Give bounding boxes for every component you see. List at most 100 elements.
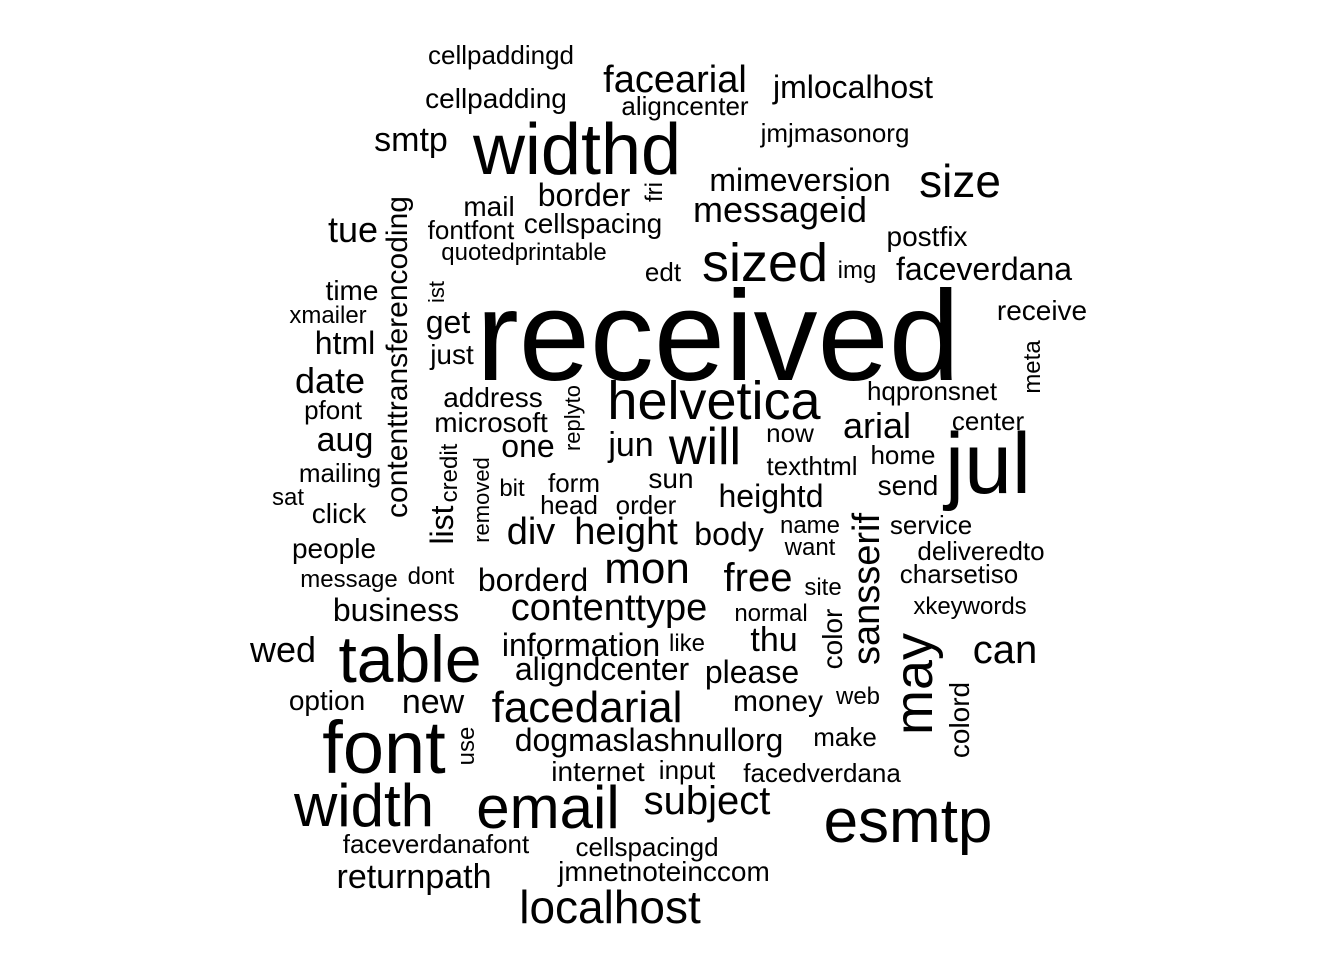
word-charsetiso: charsetiso xyxy=(899,559,1019,589)
word-smtp: smtp xyxy=(374,121,448,159)
word-time: time xyxy=(325,275,379,306)
word-please: please xyxy=(704,654,800,690)
word-img: img xyxy=(837,257,877,284)
word-div: div xyxy=(506,511,556,553)
word-want: want xyxy=(784,534,836,561)
word-use: use xyxy=(453,726,480,766)
word-deliveredto: deliveredto xyxy=(917,536,1045,566)
word-receive: receive xyxy=(996,295,1088,326)
word-returnpath: returnpath xyxy=(336,858,492,896)
word-xkeywords: xkeywords xyxy=(913,593,1027,620)
word-send: send xyxy=(877,470,939,501)
word-jmnetnoteinccom: jmnetnoteinccom xyxy=(558,856,770,887)
word-dont: dont xyxy=(407,563,455,590)
word-thu: thu xyxy=(750,621,798,659)
word-fri: fri xyxy=(641,182,668,202)
word-order: order xyxy=(615,490,677,520)
word-jun: jun xyxy=(608,426,654,464)
word-input: input xyxy=(658,755,716,785)
word-table: table xyxy=(338,622,482,696)
word-contenttransferencoding: contenttransferencoding xyxy=(381,196,414,518)
word-mon: mon xyxy=(604,544,690,593)
word-may: may xyxy=(884,632,944,736)
word-sun: sun xyxy=(648,463,694,494)
word-information: information xyxy=(501,627,661,663)
word-edt: edt xyxy=(644,257,682,287)
word-cellpadding: cellpadding xyxy=(425,83,567,114)
word-now: now xyxy=(766,418,814,448)
word-widthd: widthd xyxy=(472,110,682,190)
word-list: list xyxy=(424,505,460,545)
word-texthtml: texthtml xyxy=(766,451,858,481)
word-microsoft: microsoft xyxy=(434,407,548,438)
word-aug: aug xyxy=(316,421,374,459)
word-meta: meta xyxy=(1019,340,1046,394)
word-people: people xyxy=(291,533,377,564)
word-home: home xyxy=(870,440,936,470)
word-esmtp: esmtp xyxy=(823,787,993,856)
word-contenttype: contenttype xyxy=(510,587,708,629)
word-arial: arial xyxy=(842,405,912,446)
word-aligndcenter: aligndcenter xyxy=(514,651,690,687)
word-hqpronsnet: hqpronsnet xyxy=(866,376,998,406)
word-helvetica: helvetica xyxy=(607,371,821,431)
word-height: height xyxy=(574,511,678,553)
word-wed: wed xyxy=(249,629,317,670)
word-ist: ist xyxy=(424,281,449,303)
word-body: body xyxy=(694,516,764,552)
word-html: html xyxy=(314,325,376,361)
word-one: one xyxy=(501,428,555,464)
word-free: free xyxy=(723,556,793,600)
word-get: get xyxy=(425,304,471,340)
word-mail: mail xyxy=(463,191,515,222)
word-size: size xyxy=(919,155,1001,207)
word-sat: sat xyxy=(271,484,305,511)
word-heightd: heightd xyxy=(718,478,824,514)
word-color: color xyxy=(817,608,848,670)
word-fontfont: fontfont xyxy=(427,215,515,245)
word-mimeversion: mimeversion xyxy=(709,162,891,198)
word-date: date xyxy=(294,360,366,401)
word-dogmaslashnullorg: dogmaslashnullorg xyxy=(514,722,784,758)
word-like: like xyxy=(668,630,706,657)
word-just: just xyxy=(430,339,474,370)
word-service: service xyxy=(889,510,973,540)
word-new: new xyxy=(401,683,465,721)
word-jmlocalhost: jmlocalhost xyxy=(772,69,934,105)
word-removed: removed xyxy=(469,457,494,543)
word-sized: sized xyxy=(701,233,829,293)
word-click: click xyxy=(311,498,367,529)
word-font: font xyxy=(322,706,446,789)
word-email: email xyxy=(476,774,620,841)
word-cellspacingd: cellspacingd xyxy=(575,832,719,862)
word-business: business xyxy=(332,592,460,628)
word-web: web xyxy=(835,683,881,710)
word-form: form xyxy=(548,468,600,498)
word-jul: jul xyxy=(944,416,1032,512)
word-replyto: replyto xyxy=(560,384,585,452)
word-mailing: mailing xyxy=(298,458,382,488)
word-localhost: localhost xyxy=(519,881,701,933)
word-credit: credit xyxy=(436,443,463,503)
word-cellpaddingd: cellpaddingd xyxy=(427,40,575,70)
word-head: head xyxy=(540,490,598,520)
word-name: name xyxy=(779,512,841,539)
word-border: border xyxy=(537,177,631,213)
word-received: received xyxy=(476,265,960,408)
word-faceverdana: faceverdana xyxy=(895,251,1073,287)
word-sansserif: sansserif xyxy=(846,512,888,666)
word-colord: colord xyxy=(944,681,975,759)
word-site: site xyxy=(804,574,842,601)
word-quotedprintable: quotedprintable xyxy=(441,239,607,266)
word-facearial: facearial xyxy=(603,59,747,101)
word-faceverdanafont: faceverdanafont xyxy=(342,829,530,859)
word-option: option xyxy=(288,685,366,716)
word-pfont: pfont xyxy=(304,395,362,425)
word-width: width xyxy=(293,772,435,839)
word-facedarial: facedarial xyxy=(491,683,683,732)
word-postfix: postfix xyxy=(886,221,968,252)
word-borderd: borderd xyxy=(477,562,589,598)
word-money: money xyxy=(732,685,824,718)
word-internet: internet xyxy=(551,756,645,787)
